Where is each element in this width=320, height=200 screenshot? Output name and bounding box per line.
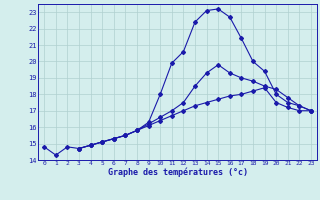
X-axis label: Graphe des températures (°c): Graphe des températures (°c) <box>108 168 248 177</box>
